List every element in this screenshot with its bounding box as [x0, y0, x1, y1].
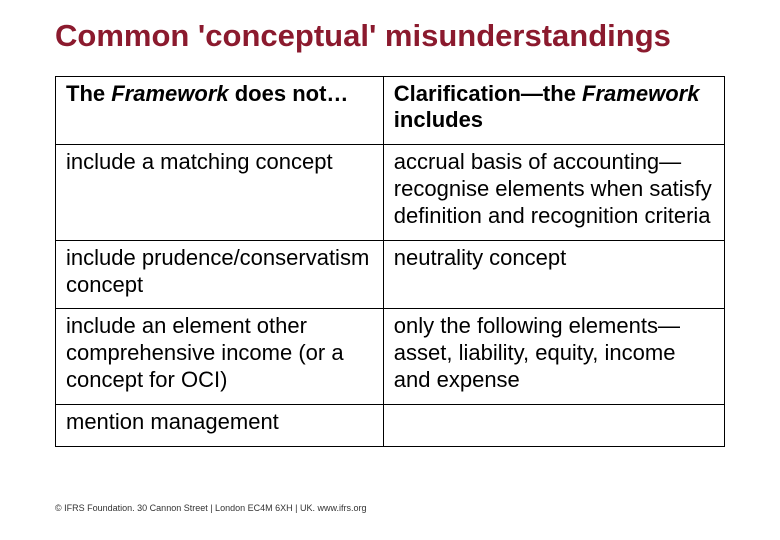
table-header-row: The Framework does not… Clarification—th…	[56, 76, 725, 145]
cell-right: only the following elements—asset, liabi…	[383, 309, 724, 404]
header-right-post: includes	[394, 107, 483, 132]
cell-right: neutrality concept	[383, 240, 724, 309]
cell-left: include prudence/conservatism concept	[56, 240, 384, 309]
cell-left: mention management	[56, 404, 384, 446]
header-left-pre: The	[66, 81, 111, 106]
copyright-footer: © IFRS Foundation. 30 Cannon Street | Lo…	[55, 503, 366, 513]
cell-right	[383, 404, 724, 446]
page-title: Common 'conceptual' misunderstandings	[55, 18, 725, 54]
misunderstandings-table: The Framework does not… Clarification—th…	[55, 76, 725, 447]
cell-left: include a matching concept	[56, 145, 384, 240]
table-row: mention management	[56, 404, 725, 446]
cell-left: include an element other comprehensive i…	[56, 309, 384, 404]
header-left-post: does not…	[229, 81, 349, 106]
slide: Common 'conceptual' misunderstandings Th…	[0, 0, 780, 540]
header-cell-left: The Framework does not…	[56, 76, 384, 145]
table-row: include an element other comprehensive i…	[56, 309, 725, 404]
header-right-pre: Clarification—the	[394, 81, 582, 106]
header-cell-right: Clarification—the Framework includes	[383, 76, 724, 145]
cell-right: accrual basis of accounting—recognise el…	[383, 145, 724, 240]
table-row: include prudence/conservatism concept ne…	[56, 240, 725, 309]
header-right-em: Framework	[582, 81, 699, 106]
table-row: include a matching concept accrual basis…	[56, 145, 725, 240]
header-left-em: Framework	[111, 81, 228, 106]
